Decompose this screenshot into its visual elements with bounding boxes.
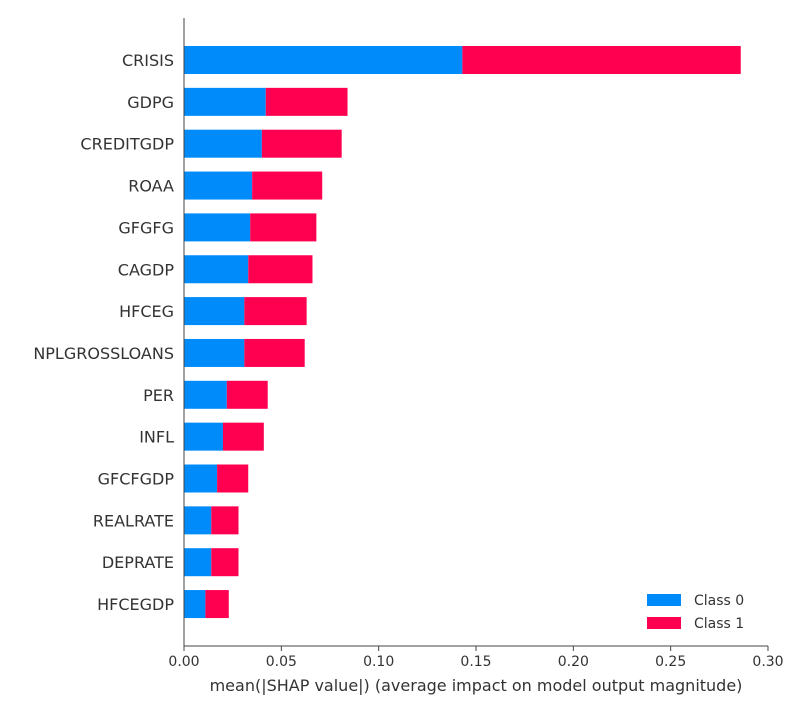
legend: Class 0 Class 1 <box>647 593 744 632</box>
bar-nplgrossloans-class-1 <box>244 338 305 367</box>
category-label: NPLGROSSLOANS <box>33 344 174 363</box>
bar-hfcegdp-class-1 <box>205 590 229 619</box>
x-tick-label: 0.30 <box>752 654 783 670</box>
legend-swatch-class-0 <box>647 594 681 606</box>
bar-roaa-class-1 <box>252 171 323 200</box>
x-tick-label: 0.15 <box>460 654 491 670</box>
bar-deprate-class-0 <box>184 548 212 577</box>
bar-crisis-class-1 <box>462 46 741 74</box>
legend-label: Class 0 <box>694 593 744 609</box>
bar-per-class-0 <box>184 380 227 409</box>
legend-label: Class 1 <box>694 616 744 632</box>
bar-crisis-class-0 <box>184 46 463 74</box>
category-labels: CRISIS GDPG CREDITGDP ROAA GFGFG CAGDP HFCEG NP… <box>33 51 174 614</box>
category-label: DEPRATE <box>102 553 174 572</box>
category-label: HFCEGDP <box>97 595 174 614</box>
bar-realrate-class-1 <box>211 506 239 535</box>
bar-creditgdp-class-1 <box>261 129 342 158</box>
bar-cagdp-class-1 <box>248 255 313 284</box>
bar-roaa-class-0 <box>184 171 253 200</box>
bar-infl-class-0 <box>184 422 223 451</box>
category-label: PER <box>143 386 174 405</box>
bar-gdpg-class-0 <box>184 87 266 116</box>
bar-gfcfgdp-class-1 <box>217 464 249 493</box>
bar-per-class-1 <box>226 380 268 409</box>
bar-gdpg-class-1 <box>265 87 348 116</box>
bar-gfgfg-class-0 <box>184 213 251 242</box>
bar-gfgfg-class-1 <box>250 213 317 242</box>
legend-swatch-class-1 <box>647 617 681 629</box>
bar-nplgrossloans-class-0 <box>184 338 245 367</box>
category-label: GFGFG <box>118 218 174 237</box>
category-label: ROAA <box>128 177 174 196</box>
x-axis-title: mean(|SHAP value|) (average impact on mo… <box>210 676 743 695</box>
category-label: CRISIS <box>122 51 174 70</box>
category-label: GDPG <box>127 93 174 112</box>
bar-cagdp-class-0 <box>184 255 249 284</box>
x-tick-label: 0.25 <box>655 654 686 670</box>
bar-hfceg-class-1 <box>244 297 307 326</box>
bar-hfceg-class-0 <box>184 297 245 326</box>
bar-creditgdp-class-0 <box>184 129 262 158</box>
bar-hfcegdp-class-0 <box>184 590 206 619</box>
x-tick-label: 0.10 <box>363 654 394 670</box>
bar-gfcfgdp-class-0 <box>184 464 218 493</box>
x-tick-label: 0.00 <box>168 654 199 670</box>
bar-realrate-class-0 <box>184 506 212 535</box>
category-label: CREDITGDP <box>80 135 174 154</box>
x-tick-label: 0.20 <box>558 654 589 670</box>
bar-infl-class-1 <box>222 422 264 451</box>
category-label: HFCEG <box>119 302 174 321</box>
category-label: GFCFGDP <box>98 470 175 489</box>
bar-deprate-class-1 <box>211 548 239 577</box>
category-label: CAGDP <box>118 260 175 279</box>
x-ticks: 0.00 0.05 0.10 0.15 0.20 0.25 0.30 <box>168 646 784 670</box>
category-label: REALRATE <box>93 511 174 530</box>
x-tick-label: 0.05 <box>266 654 297 670</box>
category-label: INFL <box>139 428 174 447</box>
bars-group <box>184 46 741 619</box>
